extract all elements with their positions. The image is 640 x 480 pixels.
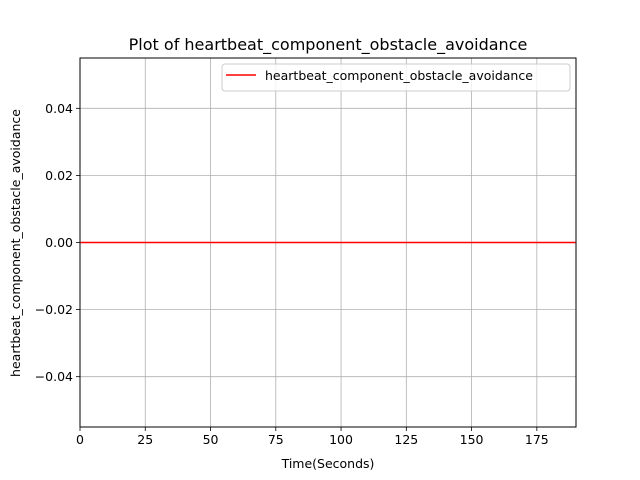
x-tick-label: 125	[394, 432, 418, 447]
x-tick-label: 0	[76, 432, 84, 447]
x-tick-label: 75	[268, 432, 284, 447]
y-tick-label: 0.04	[45, 101, 73, 116]
x-tick-label: 25	[137, 432, 153, 447]
x-tick-label: 50	[203, 432, 219, 447]
y-tick-label: 0.00	[45, 235, 73, 250]
x-axis-ticks: 0 25 50 75 100 125 150 175	[76, 427, 549, 447]
x-tick-label: 150	[460, 432, 484, 447]
legend-entry-label: heartbeat_component_obstacle_avoidance	[265, 68, 533, 83]
legend-box	[221, 63, 571, 92]
x-tick-label: 175	[525, 432, 549, 447]
y-tick-label: −0.02	[35, 302, 73, 317]
y-axis-ticks: −0.04 −0.02 0.00 0.02 0.04	[35, 101, 80, 384]
y-tick-label: 0.02	[45, 168, 73, 183]
y-axis-label: heartbeat_component_obstacle_avoidance	[8, 109, 23, 377]
x-axis-label: Time(Seconds)	[281, 456, 375, 471]
y-tick-label: −0.04	[35, 369, 73, 384]
x-tick-label: 100	[329, 432, 353, 447]
chart-title: Plot of heartbeat_component_obstacle_avo…	[129, 35, 528, 55]
legend: heartbeat_component_obstacle_avoidance	[221, 63, 571, 92]
